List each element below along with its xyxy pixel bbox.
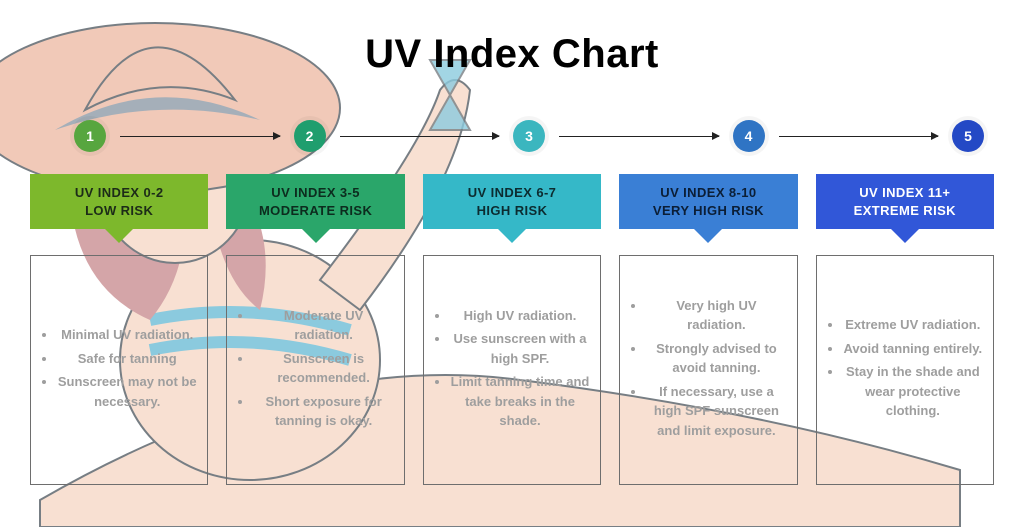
uv-detail-list: Extreme UV radiation. Avoid tanning entir… [823,315,983,425]
uv-range-label: UV INDEX 11+ [822,184,988,202]
uv-risk-label: MODERATE RISK [232,202,398,220]
uv-detail-item: Strongly advised to avoid tanning. [646,339,786,378]
uv-detail-item: Sunscreen may not be necessary. [57,372,197,411]
uv-risk-label: EXTREME RISK [822,202,988,220]
uv-level-card: UV INDEX 0-2LOW RISK Minimal UV radiation… [30,174,208,485]
step-3: 3 [513,120,733,152]
arrow-right-icon [340,136,500,137]
step-circle: 1 [74,120,106,152]
uv-detail-list: High UV radiation. Use sunscreen with a h… [430,306,590,435]
uv-detail-box: Extreme UV radiation. Avoid tanning entir… [816,255,994,485]
step-4: 4 [733,120,953,152]
step-circle: 4 [733,120,765,152]
arrow-right-icon [779,136,939,137]
step-circle: 5 [952,120,984,152]
uv-level-card: UV INDEX 8-10VERY HIGH RISK Very high UV … [619,174,797,485]
uv-detail-list: Moderate UV radiation. Sunscreen is recom… [233,306,393,435]
uv-range-label: UV INDEX 6-7 [429,184,595,202]
uv-detail-item: Use sunscreen with a high SPF. [450,329,590,368]
uv-detail-item: Minimal UV radiation. [57,325,197,345]
step-2: 2 [294,120,514,152]
step-number-row: 1 2 3 4 5 [74,120,984,152]
uv-risk-label: HIGH RISK [429,202,595,220]
uv-detail-item: Extreme UV radiation. [843,315,983,335]
uv-risk-label: LOW RISK [36,202,202,220]
uv-risk-label: VERY HIGH RISK [625,202,791,220]
uv-detail-list: Minimal UV radiation. Safe for tanning Sun… [37,325,197,415]
uv-range-label: UV INDEX 0-2 [36,184,202,202]
banner-pointer-icon [891,229,919,243]
uv-detail-list: Very high UV radiation. Strongly advised … [626,296,786,445]
step-5: 5 [952,120,984,152]
uv-detail-item: Avoid tanning entirely. [843,339,983,359]
step-circle: 3 [513,120,545,152]
uv-detail-box: High UV radiation. Use sunscreen with a h… [423,255,601,485]
uv-detail-box: Very high UV radiation. Strongly advised … [619,255,797,485]
uv-level-banner: UV INDEX 3-5MODERATE RISK [226,174,404,229]
banner-pointer-icon [498,229,526,243]
uv-range-label: UV INDEX 3-5 [232,184,398,202]
uv-detail-item: Very high UV radiation. [646,296,786,335]
uv-detail-box: Moderate UV radiation. Sunscreen is recom… [226,255,404,485]
uv-detail-item: High UV radiation. [450,306,590,326]
uv-detail-item: Sunscreen is recommended. [253,349,393,388]
step-circle: 2 [294,120,326,152]
uv-level-card: UV INDEX 3-5MODERATE RISK Moderate UV rad… [226,174,404,485]
uv-level-banner: UV INDEX 11+EXTREME RISK [816,174,994,229]
uv-level-banner: UV INDEX 0-2LOW RISK [30,174,208,229]
uv-detail-item: Short exposure for tanning is okay. [253,392,393,431]
chart-title: UV Index Chart [0,32,1024,77]
uv-detail-item: Moderate UV radiation. [253,306,393,345]
banner-pointer-icon [694,229,722,243]
uv-level-card: UV INDEX 6-7HIGH RISK High UV radiation. U… [423,174,601,485]
uv-level-cards-row: UV INDEX 0-2LOW RISK Minimal UV radiation… [30,174,994,485]
arrow-right-icon [559,136,719,137]
uv-range-label: UV INDEX 8-10 [625,184,791,202]
uv-level-card: UV INDEX 11+EXTREME RISK Extreme UV radia… [816,174,994,485]
banner-pointer-icon [302,229,330,243]
uv-detail-item: Stay in the shade and wear protective cl… [843,362,983,421]
uv-detail-item: If necessary, use a high SPF sunscreen a… [646,382,786,441]
banner-pointer-icon [105,229,133,243]
uv-detail-box: Minimal UV radiation. Safe for tanning Sun… [30,255,208,485]
arrow-right-icon [120,136,280,137]
uv-level-banner: UV INDEX 8-10VERY HIGH RISK [619,174,797,229]
uv-level-banner: UV INDEX 6-7HIGH RISK [423,174,601,229]
uv-detail-item: Limit tanning time and take breaks in th… [450,372,590,431]
uv-detail-item: Safe for tanning [57,349,197,369]
step-1: 1 [74,120,294,152]
